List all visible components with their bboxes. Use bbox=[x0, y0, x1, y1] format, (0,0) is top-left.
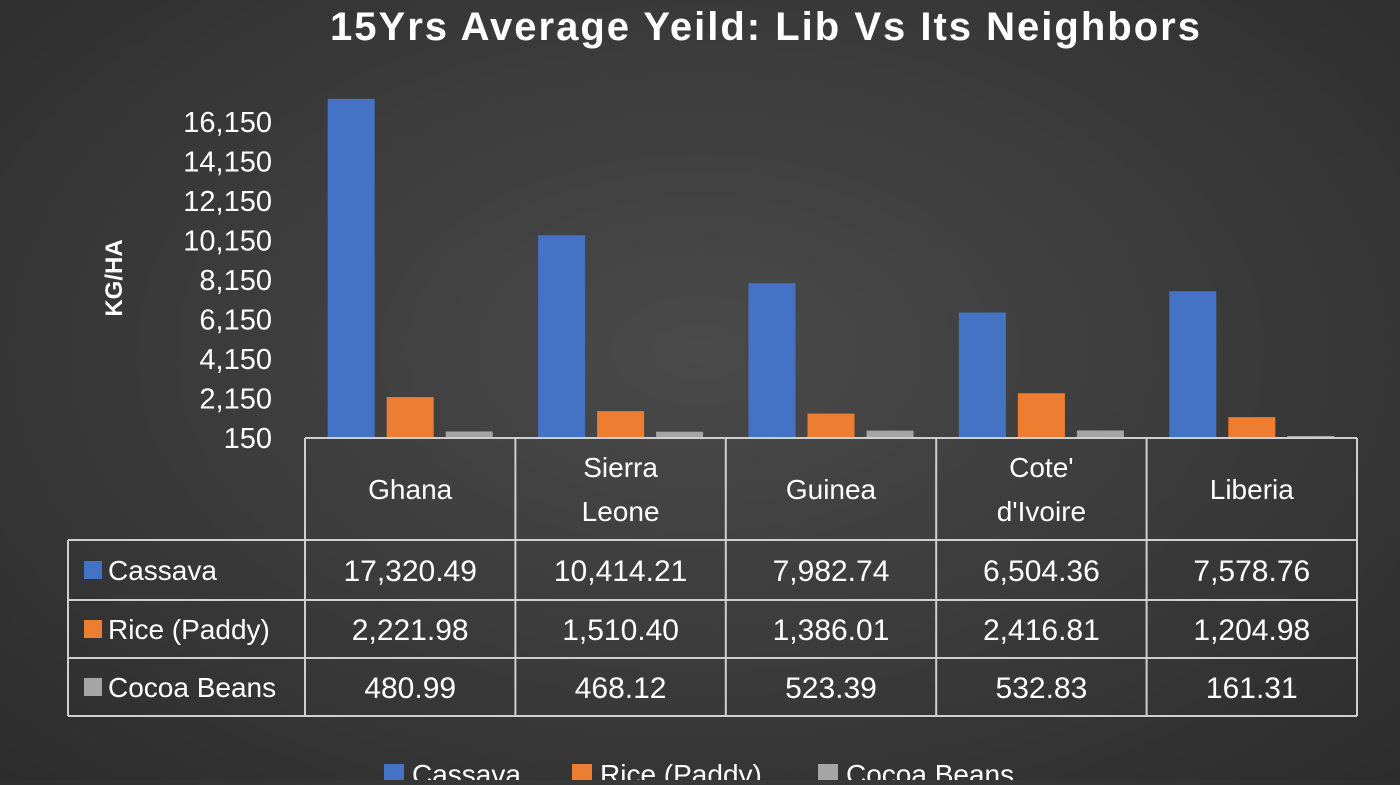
bar-rice-paddy bbox=[597, 411, 645, 438]
y-tick-label: 150 bbox=[224, 423, 272, 455]
table-cell-value: 6,504.36 bbox=[983, 555, 1100, 588]
table-series-swatch bbox=[84, 678, 102, 696]
table-cell-value: 7,578.76 bbox=[1193, 555, 1310, 588]
category-label: Cote' bbox=[1009, 452, 1074, 483]
y-axis-label: KG/HA bbox=[101, 239, 128, 316]
legend-label: Rice (Paddy) bbox=[600, 759, 762, 780]
table-cell-value: 2,221.98 bbox=[352, 614, 469, 647]
table-series-name: Cassava bbox=[108, 555, 217, 586]
category-label: Liberia bbox=[1210, 474, 1294, 505]
table-cell-value: 480.99 bbox=[364, 672, 456, 705]
legend-swatch bbox=[818, 764, 838, 784]
table-cell-value: 17,320.49 bbox=[343, 555, 476, 588]
category-label: d'Ivoire bbox=[997, 496, 1086, 527]
legend: Cassava Rice (Paddy) Cocoa Beans bbox=[384, 759, 1014, 785]
legend-label: Cassava bbox=[412, 759, 521, 780]
legend-swatch bbox=[384, 764, 404, 784]
chart-title: 15Yrs Average Yeild: Lib Vs Its Neighbor… bbox=[330, 5, 1202, 49]
table-cell-value: 468.12 bbox=[575, 672, 667, 705]
table-cell-value: 532.83 bbox=[996, 672, 1088, 705]
y-tick-label: 6,150 bbox=[199, 305, 272, 337]
category-label: Sierra bbox=[583, 452, 658, 483]
bars bbox=[327, 98, 1335, 439]
bar-rice-paddy bbox=[1228, 417, 1276, 438]
bar-cassava bbox=[958, 312, 1006, 438]
table-series-swatch bbox=[84, 561, 102, 579]
bar-cocoa-beans bbox=[866, 430, 914, 438]
category-label: Ghana bbox=[368, 474, 452, 505]
bar-cassava bbox=[748, 283, 796, 438]
table-cell-value: 161.31 bbox=[1206, 672, 1298, 705]
y-tick-label: 2,150 bbox=[199, 384, 272, 416]
table-series-name: Rice (Paddy) bbox=[108, 614, 270, 645]
y-tick-label: 16,150 bbox=[183, 107, 272, 139]
bar-cassava bbox=[1169, 291, 1217, 438]
table-cell-value: 1,386.01 bbox=[773, 614, 890, 647]
bar-cassava bbox=[538, 235, 586, 438]
bar-rice-paddy bbox=[807, 413, 855, 438]
bar-rice-paddy bbox=[386, 397, 434, 438]
bar-rice-paddy bbox=[1017, 393, 1065, 438]
y-tick-label: 8,150 bbox=[199, 265, 272, 297]
legend-label: Cocoa Beans bbox=[846, 759, 1014, 780]
table-series-swatch bbox=[84, 620, 102, 638]
table-cell-value: 1,510.40 bbox=[562, 614, 679, 647]
table-cell-value: 10,414.21 bbox=[554, 555, 687, 588]
table-cell-value: 7,982.74 bbox=[773, 555, 890, 588]
table-cell-value: 2,416.81 bbox=[983, 614, 1100, 647]
y-tick-label: 14,150 bbox=[183, 147, 272, 179]
data-table: Ghana Sierra Leone Guinea Cote' d'Ivoire Liber… bbox=[67, 437, 1358, 717]
y-tick-label: 10,150 bbox=[183, 226, 272, 258]
y-axis-ticks: 16,150 14,150 12,150 10,150 8,150 6,150 4,150 2… bbox=[183, 107, 272, 455]
table-series-name: Cocoa Beans bbox=[108, 672, 276, 703]
legend-swatch bbox=[572, 764, 592, 784]
table-cell-value: 1,204.98 bbox=[1193, 614, 1310, 647]
table-cell-value: 523.39 bbox=[785, 672, 877, 705]
y-tick-label: 12,150 bbox=[183, 186, 272, 218]
bar-cocoa-beans bbox=[656, 431, 704, 438]
bar-cocoa-beans bbox=[1076, 430, 1124, 438]
y-tick-label: 4,150 bbox=[199, 344, 272, 376]
category-label: Guinea bbox=[786, 474, 877, 505]
bar-cassava bbox=[327, 98, 375, 439]
category-label: Leone bbox=[582, 496, 660, 527]
bar-cocoa-beans bbox=[445, 431, 493, 438]
